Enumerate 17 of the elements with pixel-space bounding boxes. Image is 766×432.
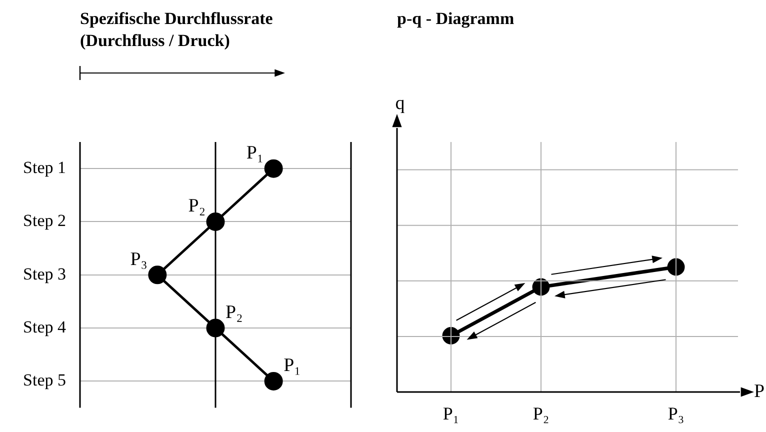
y-tick-label: Step 1 <box>23 158 66 178</box>
annotation: P₁ <box>246 142 264 164</box>
x-axis-title: P <box>754 380 765 402</box>
annotation: P₃ <box>130 248 148 270</box>
x-tick-label: P₁ <box>442 404 460 424</box>
annotation: P₁ <box>284 355 301 376</box>
chart-title: Spezifische Durchflussrate (Durchfluss / Druck) <box>80 9 274 50</box>
y-tick-label: Step 5 <box>23 370 66 390</box>
y-tick-label: Step 4 <box>23 318 66 337</box>
chart-title: p-q - Diagramm <box>397 9 514 28</box>
annotation: P₂ <box>188 196 206 217</box>
annotation: P₂ <box>226 302 243 324</box>
y-tick-label: Step 2 <box>23 211 66 230</box>
y-tick-label: Step 3 <box>23 264 66 284</box>
y-axis-title: q <box>395 92 406 114</box>
x-tick-label: P₂ <box>532 404 550 424</box>
x-tick-label: P₃ <box>668 404 684 424</box>
